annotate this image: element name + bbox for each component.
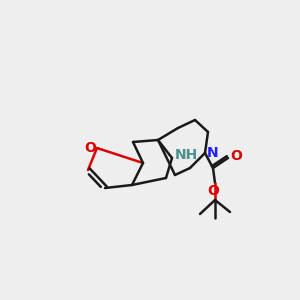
Text: NH: NH: [174, 148, 198, 162]
Text: O: O: [230, 149, 242, 163]
Text: O: O: [207, 184, 219, 198]
Text: N: N: [207, 146, 219, 160]
Text: O: O: [84, 141, 96, 155]
